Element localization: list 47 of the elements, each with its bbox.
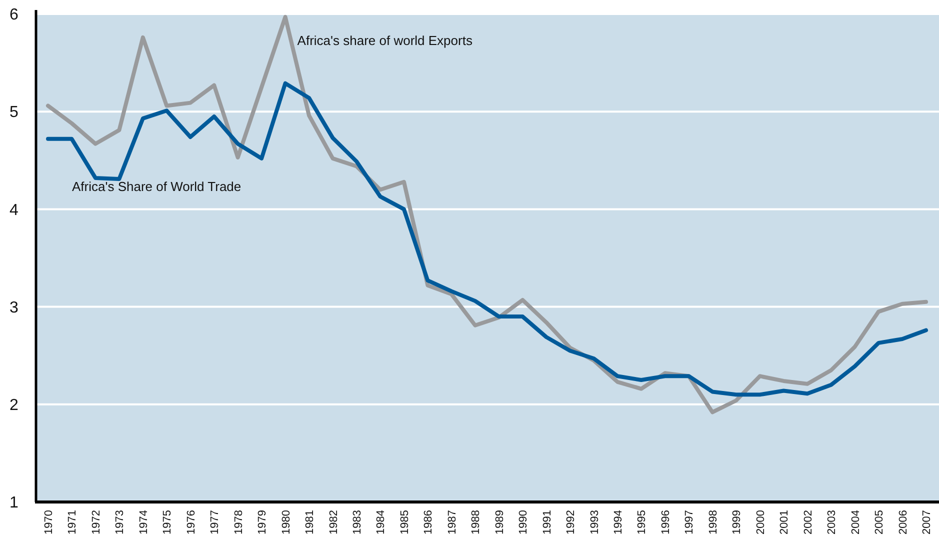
x-tick-label: 1985 [398, 510, 411, 534]
x-tick-label: 1986 [422, 510, 435, 534]
x-tick-label: 1990 [518, 510, 530, 534]
x-tick-label: 1993 [588, 510, 601, 534]
series-label: Africa's share of world Exports [297, 32, 473, 48]
x-tick-label: 1989 [494, 510, 506, 534]
x-tick-label: 2001 [778, 510, 791, 534]
x-tick-label: 1999 [731, 510, 744, 534]
x-tick-label: 1992 [565, 510, 578, 534]
y-tick-label: 4 [10, 202, 19, 219]
x-tick-label: 1994 [612, 510, 625, 534]
x-tick-label: 2002 [802, 510, 814, 534]
y-tick-label: 2 [10, 397, 19, 414]
x-tick-label: 2000 [754, 510, 767, 534]
x-tick-label: 1995 [636, 510, 648, 534]
x-tick-label: 1980 [280, 510, 292, 534]
x-tick-label: 1977 [209, 510, 222, 534]
x-tick-label: 2006 [897, 510, 910, 534]
x-tick-label: 1975 [162, 510, 174, 534]
y-tick-label: 3 [10, 299, 19, 316]
x-tick-label: 1974 [138, 510, 150, 534]
x-tick-label: 2004 [850, 510, 862, 534]
x-tick-label: 1973 [114, 510, 126, 534]
y-tick-label: 1 [10, 494, 19, 512]
x-tick-label: 1978 [232, 510, 245, 534]
x-tick-label: 1976 [185, 510, 198, 534]
x-tick-label: 2005 [874, 510, 886, 534]
x-tick-label: 1972 [90, 510, 102, 534]
x-tick-label: 1991 [541, 510, 554, 534]
x-tick-label: 1971 [66, 510, 79, 534]
y-tick-label: 5 [10, 104, 19, 122]
x-tick-label: 1987 [446, 510, 458, 534]
x-tick-label: 1998 [707, 510, 720, 534]
x-tick-label: 1988 [470, 510, 482, 534]
x-tick-label: 2003 [826, 510, 838, 534]
x-tick-label: 1970 [43, 510, 55, 534]
x-tick-label: 1982 [328, 510, 340, 534]
x-tick-label: 1997 [684, 510, 696, 534]
x-tick-label: 1979 [256, 510, 269, 534]
y-tick-label: 6 [10, 6, 19, 24]
x-tick-label: 1981 [304, 510, 316, 534]
x-tick-label: 1984 [375, 510, 388, 534]
x-tick-label: 1996 [660, 510, 672, 534]
series-label: Africa's Share of World Trade [72, 178, 242, 194]
x-tick-label: 2007 [921, 510, 933, 534]
x-tick-label: 1983 [351, 510, 364, 534]
line-series [46, 81, 928, 397]
